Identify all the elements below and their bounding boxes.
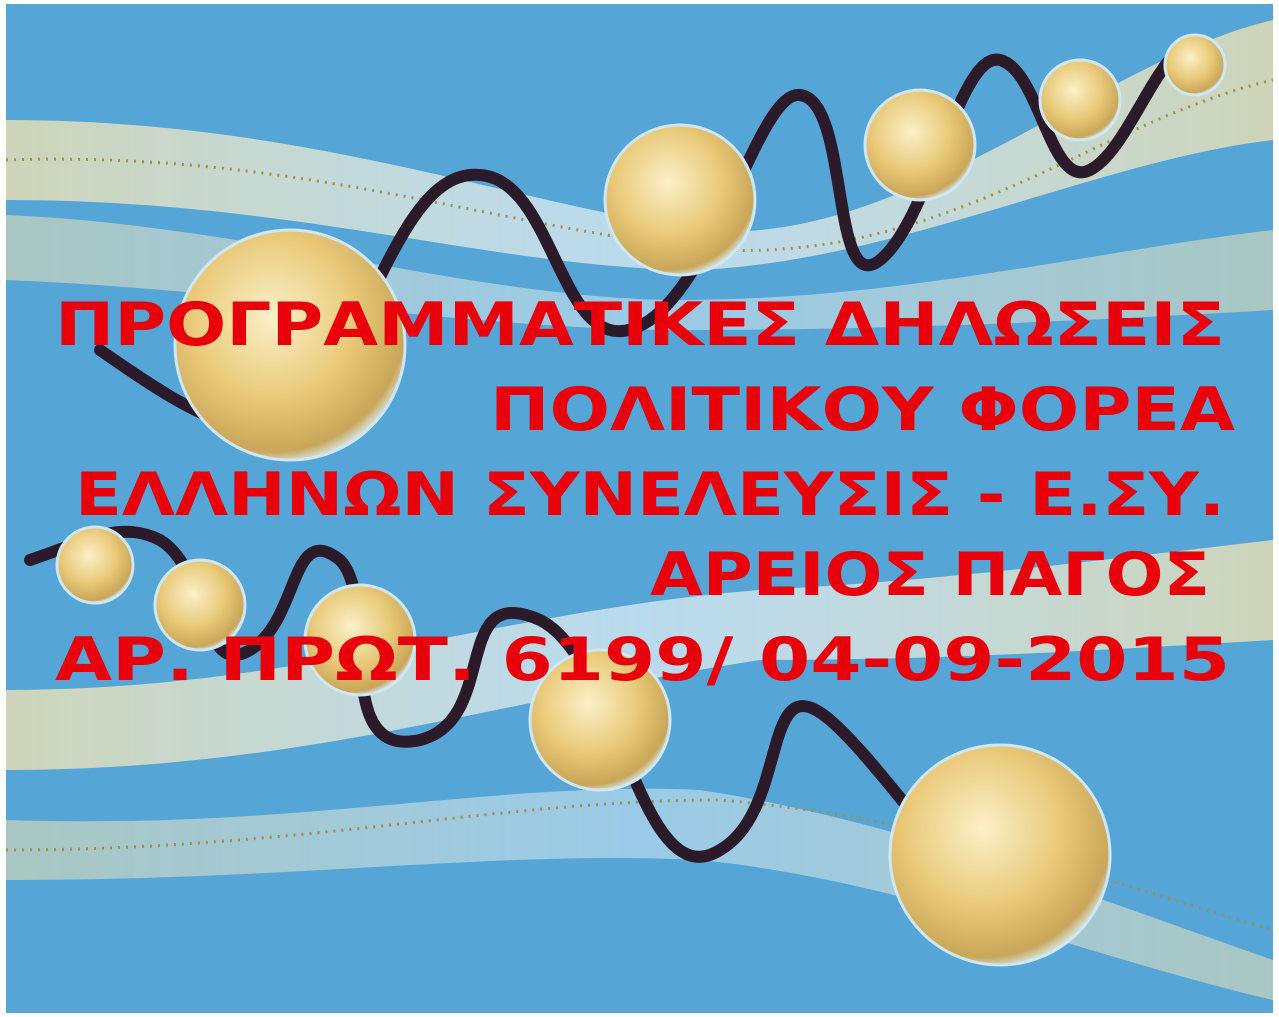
headline-line: ΠΡΟΓΡΑΜΜΑΤΙΚΕΣ ΔΗΛΩΣΕΙΣ [55,290,1225,360]
headline-line: ΑΡ. ΠΡΩΤ. 6199/ 04-09-2015 [55,625,1230,695]
headline-line: ΑΡΕΙΟΣ ΠΑΓΟΣ [650,540,1210,610]
headline-block: ΠΡΟΓΡΑΜΜΑΤΙΚΕΣ ΔΗΛΩΣΕΙΣ ΠΟΛΙΤΙΚΟΥ ΦΟΡΕΑ … [55,290,1236,695]
headline-line: ΕΛΛΗΝΩΝ ΣΥΝΕΛΕΥΣΙΣ - Ε.ΣΥ. [75,460,1225,530]
headline-line: ΠΟΛΙΤΙΚΟΥ ΦΟΡΕΑ [490,375,1236,445]
decor-spheres [55,33,1227,967]
